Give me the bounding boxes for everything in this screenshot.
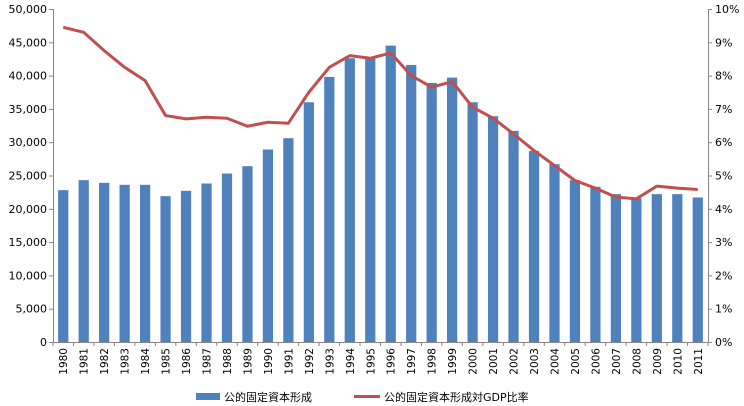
right-tick-label: 8% bbox=[715, 70, 732, 83]
bar-2000 bbox=[467, 102, 478, 343]
x-tick-label: 2011 bbox=[693, 348, 705, 375]
x-tick-label: 1987 bbox=[202, 348, 214, 375]
x-tick-label: 1986 bbox=[181, 348, 193, 375]
right-tick-label: 3% bbox=[715, 236, 732, 249]
x-tick-label: 2000 bbox=[468, 348, 480, 375]
left-tick-label: 10,000 bbox=[9, 269, 48, 282]
bar-2007 bbox=[610, 194, 621, 342]
right-tick-label: 2% bbox=[715, 269, 732, 282]
bar-2009 bbox=[651, 194, 662, 342]
bar-1999 bbox=[447, 77, 458, 342]
right-tick-label: 9% bbox=[715, 36, 732, 49]
x-tick-label: 1989 bbox=[242, 348, 254, 375]
x-tick-label: 1992 bbox=[304, 348, 316, 375]
bar-1992 bbox=[303, 102, 314, 343]
bar-1990 bbox=[262, 149, 274, 342]
x-tick-label: 2008 bbox=[631, 348, 643, 375]
x-tick-label: 1984 bbox=[140, 348, 152, 375]
bar-1980 bbox=[58, 190, 69, 342]
bar-1983 bbox=[119, 184, 130, 342]
bar-1998 bbox=[426, 82, 437, 343]
x-tick-label: 2005 bbox=[570, 348, 582, 375]
bar-1996 bbox=[385, 45, 396, 342]
x-tick-label: 1997 bbox=[406, 348, 418, 375]
right-tick-label: 0% bbox=[715, 336, 732, 349]
right-y-axis-ticks: 0% 1% 2% 3% 4% 5% 6% 7% 8% 9% 10% bbox=[708, 3, 739, 349]
left-y-axis-ticks: 0 5,000 10,000 15,000 20,000 25,000 30,000 35,0… bbox=[9, 3, 53, 349]
left-tick-label: 5,000 bbox=[16, 303, 48, 316]
x-tick-label: 2003 bbox=[529, 348, 541, 375]
legend-line-label: 公的固定資本形成対GDP比率 bbox=[384, 390, 529, 404]
ratio-line-series bbox=[62, 25, 698, 201]
left-tick-label: 15,000 bbox=[9, 236, 48, 249]
bar-1989 bbox=[242, 166, 253, 342]
bar-1984 bbox=[139, 184, 151, 342]
legend-bar-swatch bbox=[196, 393, 220, 400]
bar-2002 bbox=[508, 130, 519, 342]
bar-series bbox=[58, 45, 703, 343]
x-tick-label: 2001 bbox=[488, 348, 500, 375]
bar-2004 bbox=[549, 164, 560, 342]
x-tick-label: 1991 bbox=[283, 348, 295, 375]
left-tick-label: 0 bbox=[40, 336, 47, 349]
x-tick-label: 2007 bbox=[611, 348, 623, 375]
right-tick-label: 1% bbox=[715, 303, 732, 316]
bar-1995 bbox=[365, 58, 376, 342]
left-tick-label: 35,000 bbox=[9, 103, 48, 116]
bar-2008 bbox=[631, 198, 642, 342]
bar-1982 bbox=[99, 182, 110, 342]
bar-2003 bbox=[528, 150, 540, 342]
x-tick-label: 1999 bbox=[447, 348, 459, 375]
x-tick-label: 1995 bbox=[365, 348, 377, 375]
x-tick-label: 1988 bbox=[222, 348, 234, 375]
bar-1997 bbox=[406, 64, 417, 342]
legend: 公的固定資本形成 公的固定資本形成対GDP比率 bbox=[196, 390, 529, 404]
right-tick-label: 5% bbox=[715, 170, 732, 183]
x-tick-label: 2010 bbox=[672, 348, 684, 375]
bar-1981 bbox=[78, 180, 89, 342]
x-tick-label: 1994 bbox=[345, 348, 357, 375]
bar-2001 bbox=[487, 116, 499, 342]
x-tick-label: 2006 bbox=[590, 348, 602, 375]
x-tick-label: 1983 bbox=[120, 348, 132, 375]
x-tick-label: 2002 bbox=[509, 348, 521, 375]
x-tick-label: 2009 bbox=[652, 348, 664, 375]
bar-2010 bbox=[672, 194, 683, 342]
bar-1994 bbox=[344, 58, 355, 342]
bar-1993 bbox=[324, 76, 335, 343]
x-tick-label: 1990 bbox=[263, 348, 275, 375]
x-tick-label: 2004 bbox=[549, 348, 561, 375]
x-tick-label: 1993 bbox=[324, 348, 336, 375]
left-tick-label: 30,000 bbox=[9, 136, 48, 149]
x-tick-label: 1985 bbox=[161, 348, 173, 375]
x-axis-ticks: 1980 1981 1982 1983 1984 1985 1986 1987 1988 1989… bbox=[52, 342, 709, 375]
bar-2011 bbox=[692, 197, 703, 342]
bar-2006 bbox=[590, 186, 601, 342]
x-tick-label: 1980 bbox=[58, 348, 70, 375]
legend-bar-label: 公的固定資本形成 bbox=[224, 390, 312, 404]
x-tick-label: 1996 bbox=[386, 348, 398, 375]
left-tick-label: 50,000 bbox=[9, 3, 48, 16]
bar-1986 bbox=[180, 190, 192, 342]
bar-2005 bbox=[569, 180, 581, 342]
bar-1987 bbox=[201, 183, 212, 342]
bar-1991 bbox=[283, 138, 294, 342]
left-tick-label: 25,000 bbox=[9, 170, 48, 183]
right-tick-label: 6% bbox=[715, 136, 732, 149]
right-tick-label: 10% bbox=[715, 3, 739, 16]
x-tick-label: 1981 bbox=[79, 348, 91, 375]
right-tick-label: 7% bbox=[715, 103, 732, 116]
left-tick-label: 45,000 bbox=[9, 36, 48, 49]
left-tick-label: 20,000 bbox=[9, 203, 48, 216]
right-tick-label: 4% bbox=[715, 203, 732, 216]
x-tick-label: 1982 bbox=[99, 348, 111, 375]
x-tick-label: 1998 bbox=[427, 348, 439, 375]
left-tick-label: 40,000 bbox=[9, 70, 48, 83]
bar-1985 bbox=[160, 196, 171, 342]
bar-1988 bbox=[221, 173, 233, 342]
